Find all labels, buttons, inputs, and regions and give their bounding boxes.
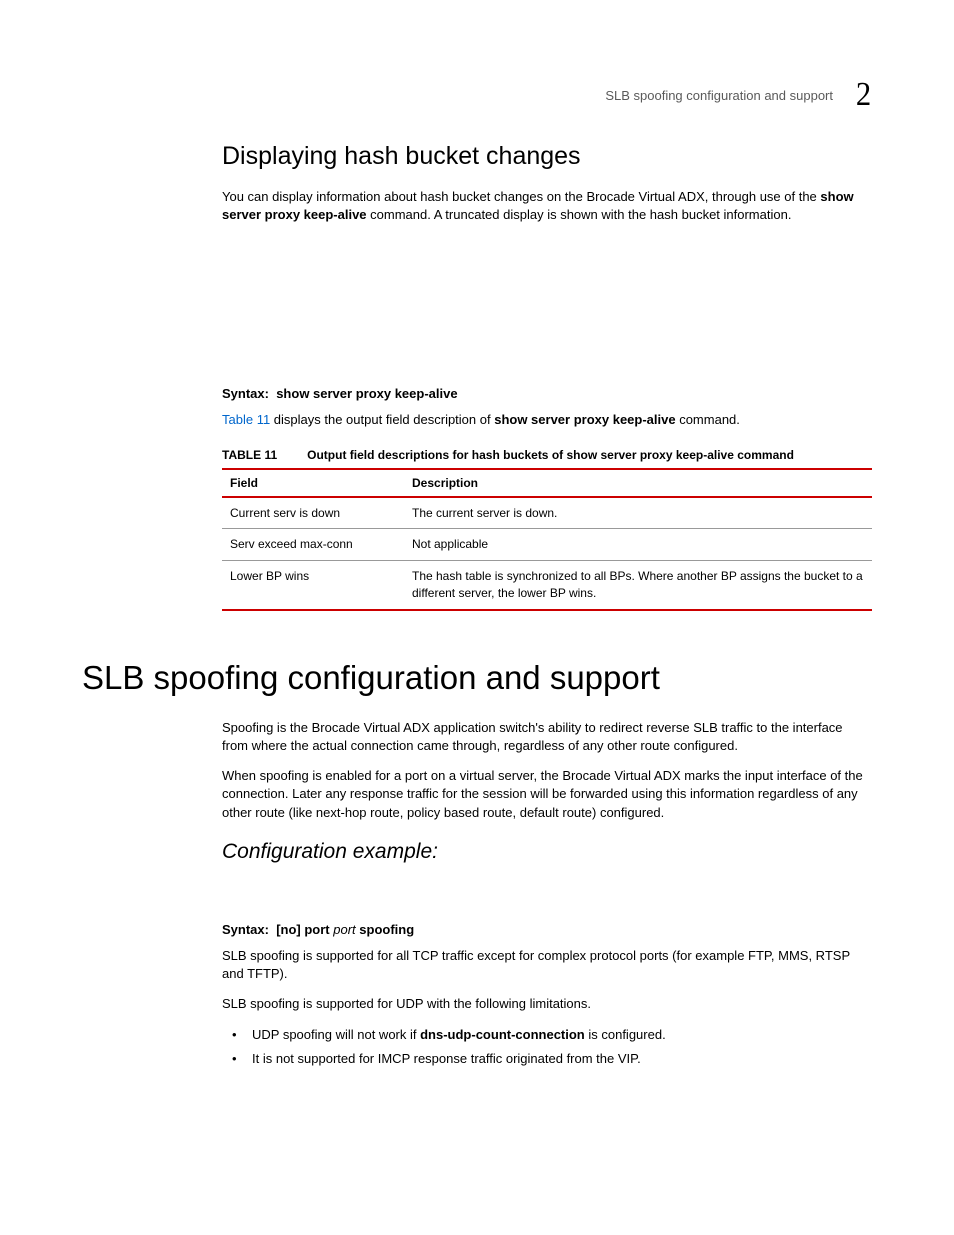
text-fragment: UDP spoofing will not work if [252, 1027, 420, 1042]
command-text: show server proxy keep-alive [494, 412, 675, 427]
syntax-command: show server proxy keep-alive [276, 386, 457, 401]
body-text: You can display information about hash b… [222, 188, 872, 224]
body-text: When spoofing is enabled for a port on a… [222, 767, 872, 822]
body-text: SLB spoofing is supported for all TCP tr… [222, 947, 872, 983]
bullet-list: UDP spoofing will not work if dns-udp-co… [222, 1025, 872, 1069]
chapter-heading-slb-spoofing: SLB spoofing configuration and support [82, 659, 872, 697]
section-heading-hash-bucket: Displaying hash bucket changes [222, 142, 872, 171]
table-col-desc: Description [404, 469, 872, 497]
table-row: Current serv is down The current server … [222, 497, 872, 529]
body-text: SLB spoofing is supported for UDP with t… [222, 995, 872, 1013]
table-title-cmd: show server proxy keep-alive [566, 448, 733, 462]
body-text: Spoofing is the Brocade Virtual ADX appl… [222, 719, 872, 755]
table-header-row: Field Description [222, 469, 872, 497]
syntax-spoofing: spoofing [359, 922, 414, 937]
text-fragment: You can display information about hash b… [222, 189, 820, 204]
text-fragment: is configured. [585, 1027, 666, 1042]
table-cell-field: Lower BP wins [222, 561, 404, 610]
syntax-line: Syntax: [no] port port spoofing [222, 922, 872, 937]
config-example-heading: Configuration example: [222, 840, 872, 864]
body-text: Table 11 displays the output field descr… [222, 411, 872, 429]
table-label: TABLE 11 [222, 448, 277, 462]
table-row: Lower BP wins The hash table is synchron… [222, 561, 872, 610]
table-cell-desc: The hash table is synchronized to all BP… [404, 561, 872, 610]
command-text: dns-udp-count-connection [420, 1027, 585, 1042]
running-header: SLB spoofing configuration and support 2 [605, 76, 872, 114]
syntax-no-port: [no] port [276, 922, 329, 937]
table-col-field: Field [222, 469, 404, 497]
running-title: SLB spoofing configuration and support [605, 88, 833, 103]
text-fragment: command. A truncated display is shown wi… [367, 207, 792, 222]
table-title-post: command [734, 448, 794, 462]
list-item: UDP spoofing will not work if dns-udp-co… [222, 1025, 872, 1045]
chapter-number: 2 [856, 76, 871, 114]
table-row: Serv exceed max-conn Not applicable [222, 529, 872, 561]
table-caption: TABLE 11 Output field descriptions for ha… [222, 448, 872, 462]
list-item: It is not supported for IMCP response tr… [222, 1049, 872, 1069]
table-ref-link[interactable]: Table 11 [222, 412, 270, 427]
table-cell-field: Serv exceed max-conn [222, 529, 404, 561]
syntax-port-variable: port [333, 922, 355, 937]
table-cell-desc: The current server is down. [404, 497, 872, 529]
text-fragment: command. [676, 412, 740, 427]
table-cell-field: Current serv is down [222, 497, 404, 529]
table-output-fields: Field Description Current serv is down T… [222, 468, 872, 611]
table-cell-desc: Not applicable [404, 529, 872, 561]
text-fragment: displays the output field description of [270, 412, 494, 427]
syntax-label: Syntax: [222, 386, 269, 401]
syntax-label: Syntax: [222, 922, 269, 937]
table-title-pre: Output field descriptions for hash bucke… [307, 448, 566, 462]
syntax-line: Syntax: show server proxy keep-alive [222, 386, 872, 401]
